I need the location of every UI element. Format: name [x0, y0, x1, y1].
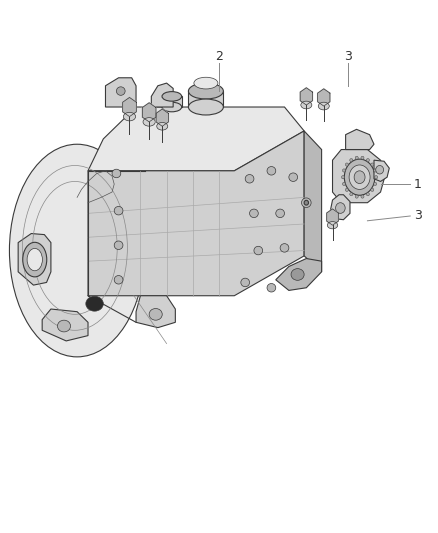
Ellipse shape — [361, 156, 364, 159]
Ellipse shape — [371, 188, 374, 191]
Ellipse shape — [114, 276, 123, 284]
Polygon shape — [162, 96, 182, 107]
Ellipse shape — [354, 171, 365, 183]
Ellipse shape — [267, 166, 276, 175]
Ellipse shape — [366, 192, 369, 196]
Ellipse shape — [327, 222, 338, 229]
Polygon shape — [88, 107, 304, 171]
Polygon shape — [151, 83, 173, 107]
Polygon shape — [330, 195, 350, 220]
Ellipse shape — [301, 101, 312, 109]
Polygon shape — [276, 259, 321, 290]
Ellipse shape — [350, 158, 353, 161]
Ellipse shape — [355, 195, 358, 198]
Polygon shape — [136, 296, 175, 328]
Polygon shape — [300, 88, 312, 105]
Ellipse shape — [345, 163, 348, 166]
Ellipse shape — [343, 182, 346, 185]
Ellipse shape — [336, 203, 345, 213]
Ellipse shape — [114, 206, 123, 215]
Polygon shape — [346, 130, 374, 150]
Ellipse shape — [27, 248, 42, 271]
Ellipse shape — [245, 174, 254, 183]
Ellipse shape — [280, 244, 289, 252]
Ellipse shape — [371, 163, 374, 166]
Polygon shape — [106, 78, 136, 107]
Ellipse shape — [304, 200, 308, 205]
Text: 1: 1 — [414, 177, 422, 191]
Ellipse shape — [188, 83, 223, 99]
Ellipse shape — [157, 123, 168, 130]
Ellipse shape — [374, 169, 377, 172]
Polygon shape — [304, 131, 321, 272]
Ellipse shape — [345, 188, 348, 191]
Ellipse shape — [117, 87, 125, 95]
Ellipse shape — [350, 192, 353, 196]
Polygon shape — [88, 131, 304, 296]
Ellipse shape — [250, 209, 258, 217]
Polygon shape — [18, 233, 51, 285]
Ellipse shape — [374, 182, 377, 185]
Ellipse shape — [355, 156, 358, 159]
Ellipse shape — [114, 241, 123, 249]
Ellipse shape — [276, 209, 285, 217]
Ellipse shape — [162, 102, 182, 112]
Polygon shape — [327, 209, 338, 225]
Ellipse shape — [57, 320, 71, 332]
Ellipse shape — [376, 165, 384, 174]
Ellipse shape — [361, 195, 364, 198]
Ellipse shape — [241, 278, 250, 287]
Ellipse shape — [143, 118, 155, 126]
Ellipse shape — [162, 92, 182, 101]
Ellipse shape — [112, 169, 121, 177]
Text: 3: 3 — [344, 50, 352, 63]
Polygon shape — [318, 89, 330, 106]
Ellipse shape — [124, 112, 136, 121]
Ellipse shape — [23, 243, 47, 277]
Ellipse shape — [86, 296, 103, 311]
Ellipse shape — [344, 159, 375, 195]
Polygon shape — [142, 103, 156, 122]
Polygon shape — [188, 91, 223, 107]
Polygon shape — [156, 109, 168, 126]
Ellipse shape — [301, 198, 311, 207]
Ellipse shape — [149, 309, 162, 320]
Text: 3: 3 — [414, 209, 422, 222]
Polygon shape — [332, 150, 385, 203]
Ellipse shape — [318, 102, 329, 110]
Polygon shape — [123, 98, 136, 117]
Ellipse shape — [10, 144, 145, 357]
Ellipse shape — [291, 269, 304, 280]
Ellipse shape — [194, 77, 218, 89]
Ellipse shape — [289, 173, 297, 181]
Ellipse shape — [374, 175, 378, 179]
Ellipse shape — [267, 284, 276, 292]
Ellipse shape — [343, 169, 346, 172]
Ellipse shape — [349, 165, 370, 189]
Ellipse shape — [366, 158, 369, 161]
Text: 2: 2 — [215, 50, 223, 63]
Polygon shape — [42, 309, 88, 341]
Ellipse shape — [188, 99, 223, 115]
Polygon shape — [374, 160, 389, 181]
Ellipse shape — [342, 175, 345, 179]
Ellipse shape — [254, 246, 263, 255]
